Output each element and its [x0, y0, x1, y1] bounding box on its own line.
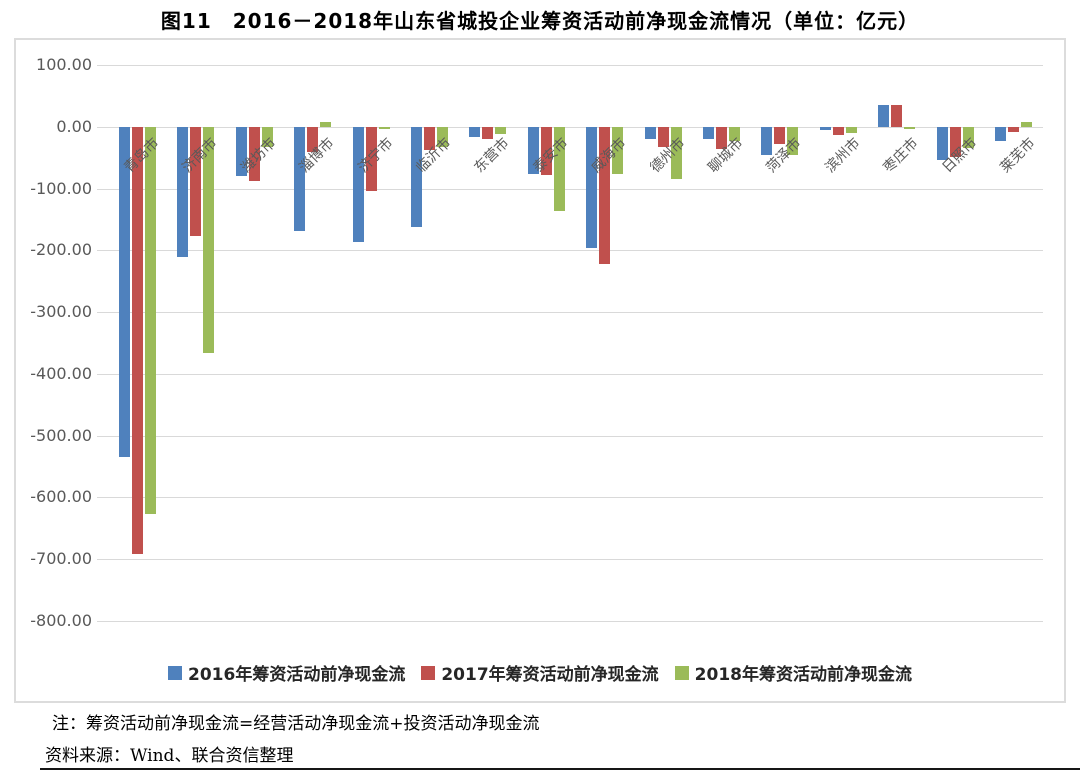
bar-2017年-济宁市: [365, 127, 377, 191]
legend-swatch: [421, 665, 436, 680]
bar-2016年-威海市: [586, 127, 598, 248]
bar-2016年-聊城市: [703, 127, 714, 139]
y-axis-tick-label: -100.00: [30, 178, 92, 198]
bar-2016年-潍坊市: [235, 127, 247, 177]
bar-2018年-日照市: [962, 127, 974, 148]
bar-2017年-威海市: [599, 127, 611, 264]
bar-2017年-泰安市: [540, 127, 552, 176]
bar-2018年-临沂市: [437, 127, 448, 147]
bar-2017年-滨州市: [832, 127, 844, 136]
bar-2018年-菏泽市: [787, 127, 799, 155]
bar-2017年-枣庄市: [891, 105, 903, 127]
legend-item: 2017年筹资活动前净现金流: [421, 660, 659, 685]
bar-2016年-淄博市: [294, 127, 306, 231]
legend-item: 2016年筹资活动前净现金流: [168, 660, 405, 685]
source-text: 资料来源：Wind、联合资信整理: [45, 746, 294, 766]
bar-2018年-济宁市: [378, 127, 390, 130]
bar-2018年-枣庄市: [904, 127, 916, 130]
gridline: [97, 435, 1043, 437]
gridline: [97, 620, 1043, 622]
bar-2018年-泰安市: [553, 127, 565, 211]
figure-title: 图11 2016－2018年山东省城投企业筹资活动前净现金流情况（单位：亿元）: [160, 9, 920, 33]
bar-2017年-临沂市: [424, 127, 435, 151]
bar-2018年-德州市: [670, 127, 682, 179]
gridline: [97, 497, 1043, 499]
y-axis-tick-label: -600.00: [30, 487, 92, 507]
bar-2017年-聊城市: [716, 127, 727, 150]
note-text: 注：筹资活动前净现金流=经营活动净现金流+投资活动净现金流: [52, 714, 540, 734]
bar-2016年-东营市: [469, 127, 481, 137]
bar-2016年-济宁市: [352, 127, 364, 242]
gridline: [97, 312, 1043, 314]
bar-2018年-滨州市: [845, 127, 857, 133]
bar-2016年-枣庄市: [878, 105, 890, 127]
y-axis-tick-label: 100.00: [36, 55, 92, 75]
bar-2018年-青岛市: [145, 127, 156, 515]
y-axis-tick-label: -700.00: [30, 548, 92, 568]
bar-2018年-威海市: [612, 127, 624, 174]
bar-2016年-滨州市: [819, 127, 831, 131]
gridline: [97, 127, 1043, 128]
bar-2017年-潍坊市: [248, 127, 260, 182]
y-axis-tick-label: -300.00: [30, 302, 92, 322]
gridline: [97, 373, 1043, 375]
y-axis-tick-label: -400.00: [30, 363, 92, 383]
bar-2017年-东营市: [482, 127, 494, 139]
y-axis-tick-label: -200.00: [30, 240, 92, 260]
bar-2017年-淄博市: [307, 127, 319, 152]
bar-2018年-东营市: [495, 127, 507, 135]
gridline: [97, 188, 1043, 190]
bar-2016年-泰安市: [527, 127, 539, 174]
bar-2018年-聊城市: [729, 127, 740, 141]
legend-swatch: [674, 665, 689, 680]
bar-2016年-莱芜市: [995, 127, 1006, 141]
bar-2016年-济南市: [177, 127, 189, 257]
gridline: [97, 558, 1043, 560]
bar-2016年-菏泽市: [761, 127, 773, 156]
gridline: [97, 250, 1043, 252]
bar-2016年-日照市: [936, 127, 948, 161]
chart-legend: 2016年筹资活动前净现金流 2017年筹资活动前净现金流 2018年筹资活动前净现…: [16, 660, 1064, 685]
bar-2016年-德州市: [644, 127, 656, 139]
bar-2018年-济南市: [203, 127, 215, 353]
bar-2017年-莱芜市: [1008, 127, 1019, 132]
bar-2018年-淄博市: [320, 122, 332, 127]
chart-area: 100.00 0.00 -100.00 -200.00 -300.00 -400.00 -5…: [14, 38, 1066, 703]
legend-label: 2018年筹资活动前净现金流: [694, 665, 912, 685]
y-axis-tick-label: 0.00: [56, 117, 92, 136]
bar-2018年-莱芜市: [1021, 122, 1032, 127]
bar-2017年-德州市: [657, 127, 669, 147]
divider-line: [40, 768, 1080, 770]
y-axis-tick-label: -500.00: [30, 425, 92, 445]
bar-2016年-青岛市: [119, 127, 130, 458]
bar-2017年-菏泽市: [774, 127, 786, 144]
legend-item: 2018年筹资活动前净现金流: [674, 660, 912, 685]
legend-label: 2016年筹资活动前净现金流: [188, 665, 406, 685]
bar-2018年-潍坊市: [261, 127, 273, 147]
y-axis-tick-label: -800.00: [30, 610, 92, 630]
bar-2016年-临沂市: [411, 127, 422, 227]
bar-2017年-济南市: [190, 127, 202, 236]
bar-2017年-日照市: [949, 127, 961, 158]
gridline: [97, 65, 1043, 67]
legend-label: 2017年筹资活动前净现金流: [441, 665, 659, 685]
legend-swatch: [168, 665, 182, 680]
bar-2017年-青岛市: [132, 127, 143, 554]
